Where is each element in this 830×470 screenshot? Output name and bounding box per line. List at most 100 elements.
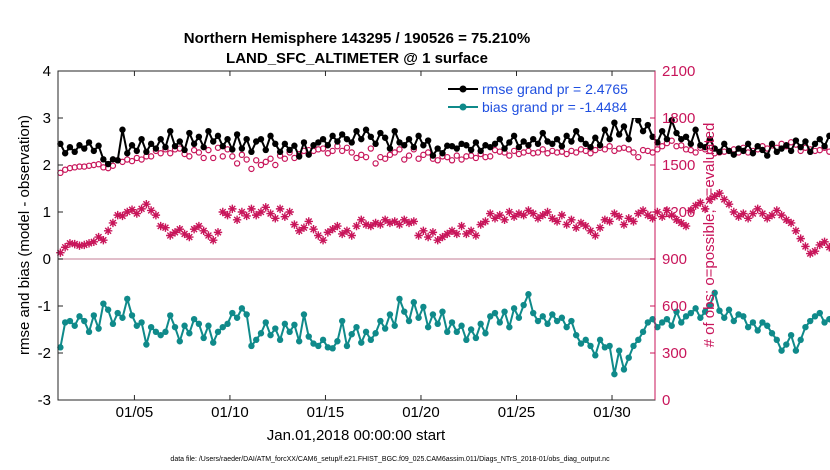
rmse-point bbox=[668, 117, 675, 124]
bias-point bbox=[783, 341, 790, 348]
obs-evaluated-point bbox=[366, 221, 376, 231]
obs-evaluated-point bbox=[758, 209, 767, 218]
obs-evaluated-point bbox=[123, 207, 132, 217]
rmse-point bbox=[515, 143, 523, 151]
rmse-point bbox=[826, 132, 830, 140]
obs-evaluated-point bbox=[228, 204, 237, 214]
bias-point bbox=[515, 314, 523, 321]
bias-point bbox=[491, 309, 499, 317]
rmse-point bbox=[243, 135, 250, 143]
obs-evaluated-point bbox=[175, 225, 184, 234]
obs-possible-point bbox=[128, 157, 136, 165]
rmse-point bbox=[701, 143, 709, 151]
obs-evaluated-point bbox=[371, 218, 380, 228]
obs-possible-point bbox=[458, 156, 465, 163]
rmse-point bbox=[553, 135, 561, 143]
bias-point bbox=[57, 344, 64, 351]
bias-point bbox=[687, 309, 695, 317]
obs-possible-point bbox=[257, 161, 265, 169]
bias-point bbox=[348, 331, 355, 338]
chart-title-line2: LAND_SFC_ALTIMETER @ 1 surface bbox=[226, 50, 488, 67]
bias-point bbox=[506, 323, 513, 331]
obs-evaluated-point bbox=[438, 232, 447, 242]
obs-evaluated-point bbox=[156, 221, 165, 231]
rmse-point bbox=[778, 145, 785, 152]
obs-evaluated-point bbox=[638, 206, 648, 215]
obs-possible-point bbox=[582, 147, 589, 155]
x-tick-label: 01/20 bbox=[402, 404, 440, 421]
bias-point bbox=[472, 334, 480, 342]
obs-evaluated-point bbox=[94, 232, 103, 242]
bias-point bbox=[458, 322, 465, 329]
bias-point bbox=[167, 312, 174, 319]
bias-point bbox=[606, 342, 613, 350]
rmse-point bbox=[587, 143, 594, 151]
rmse-point bbox=[520, 138, 527, 145]
obs-evaluated-point bbox=[204, 231, 213, 240]
obs-evaluated-point bbox=[538, 210, 547, 220]
rmse-point bbox=[721, 140, 728, 148]
x-tick-label: 01/25 bbox=[498, 404, 536, 421]
rmse-point bbox=[381, 134, 389, 141]
rmse-point bbox=[214, 132, 222, 140]
rmse-point bbox=[295, 153, 303, 160]
obs-evaluated-point bbox=[643, 210, 653, 220]
bias-point bbox=[773, 336, 780, 344]
obs-possible-point bbox=[630, 149, 637, 156]
obs-evaluated-point bbox=[710, 192, 719, 201]
bias-point bbox=[530, 309, 537, 317]
bias-point bbox=[420, 303, 427, 311]
right-tick-label: 600 bbox=[662, 298, 687, 315]
bias-point bbox=[620, 366, 628, 373]
obs-evaluated-point bbox=[347, 231, 356, 240]
obs-evaluated-point bbox=[252, 210, 261, 220]
bias-point bbox=[109, 320, 117, 328]
obs-possible-point bbox=[544, 150, 551, 157]
rmse-point bbox=[219, 143, 226, 150]
rmse-point bbox=[248, 148, 255, 156]
obs-evaluated-point bbox=[648, 214, 657, 223]
obs-evaluated-point bbox=[529, 209, 538, 218]
bias-point bbox=[76, 313, 83, 320]
obs-evaluated-point bbox=[218, 207, 227, 217]
obs-evaluated-point bbox=[629, 217, 638, 226]
bias-point bbox=[721, 314, 728, 321]
obs-evaluated-point bbox=[357, 215, 366, 225]
rmse-point bbox=[310, 142, 317, 149]
obs-evaluated-point bbox=[352, 221, 361, 231]
obs-evaluated-point bbox=[677, 218, 686, 228]
obs-possible-point bbox=[219, 153, 226, 160]
bias-point bbox=[272, 325, 279, 332]
obs-evaluated-point bbox=[146, 206, 156, 215]
obs-evaluated-point bbox=[748, 209, 758, 218]
rmse-point bbox=[362, 126, 370, 133]
x-axis-tick-labels: 01/05 01/10 01/15 01/20 01/25 01/30 bbox=[116, 404, 631, 421]
rmse-point bbox=[558, 143, 566, 150]
bias-point bbox=[353, 323, 360, 331]
obs-evaluated-point bbox=[409, 217, 419, 226]
bias-point bbox=[391, 322, 398, 329]
y-axis-label: rmse and bias (model - observation) bbox=[16, 115, 33, 355]
bias-point bbox=[467, 326, 475, 333]
bias-point bbox=[625, 354, 632, 361]
obs-evaluated-point bbox=[772, 206, 781, 215]
bias-point bbox=[744, 323, 752, 331]
obs-evaluated-point bbox=[624, 214, 633, 223]
rmse-point bbox=[181, 146, 188, 154]
rmse-point bbox=[391, 127, 398, 135]
bias-point bbox=[90, 312, 98, 319]
rmse-point bbox=[644, 121, 652, 129]
bias-point bbox=[639, 328, 647, 336]
rmse-point bbox=[300, 139, 308, 146]
rmse-point bbox=[807, 148, 814, 156]
obs-evaluated-point bbox=[481, 217, 490, 226]
rmse-point bbox=[754, 143, 761, 150]
obs-possible-point bbox=[539, 146, 546, 153]
x-tick-label: 01/05 bbox=[116, 404, 154, 421]
obs-possible-point bbox=[138, 156, 145, 163]
bias-point bbox=[487, 313, 494, 320]
obs-possible-point bbox=[343, 144, 351, 151]
obs-possible-point bbox=[611, 147, 618, 155]
bias-point bbox=[190, 315, 198, 323]
series-bias bbox=[57, 289, 830, 378]
